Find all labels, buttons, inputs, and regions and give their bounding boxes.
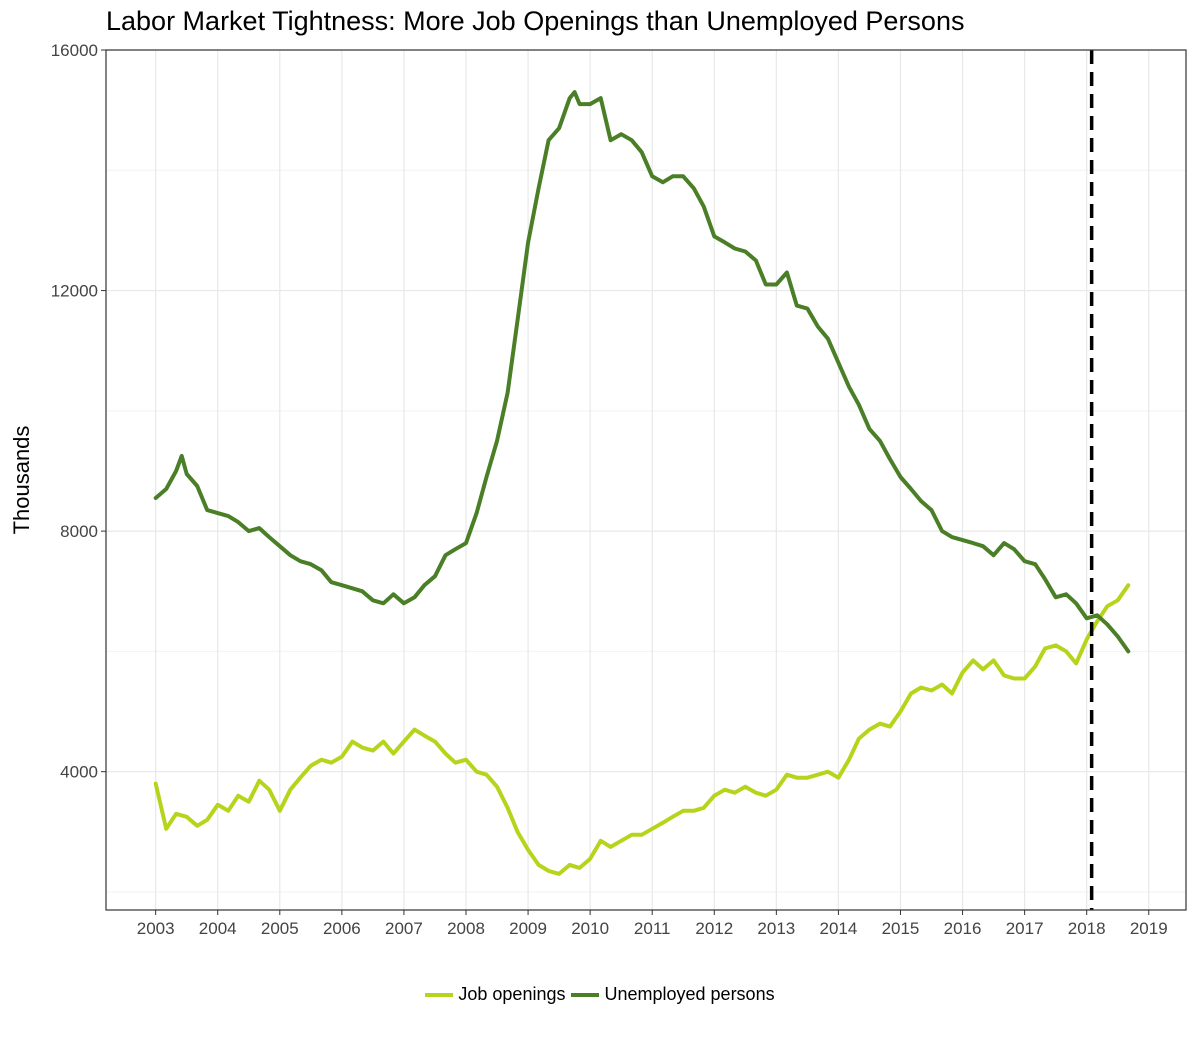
x-tick-label: 2006 — [323, 919, 361, 938]
x-tick-label: 2004 — [199, 919, 237, 938]
chart-title: Labor Market Tightness: More Job Opening… — [106, 6, 965, 36]
x-tick-label: 2013 — [757, 919, 795, 938]
legend-swatch-job-openings — [425, 992, 454, 997]
legend-label-unemployed-persons: Unemployed persons — [604, 984, 775, 1004]
y-tick-label: 4000 — [60, 763, 98, 782]
y-tick-label: 12000 — [51, 282, 98, 301]
legend-swatch-unemployed-persons — [571, 992, 600, 997]
legend: Job openings Unemployed persons — [0, 984, 1200, 1005]
y-tick-label: 8000 — [60, 522, 98, 541]
legend-item-unemployed-persons: Unemployed persons — [571, 984, 775, 1005]
series-line-job-openings — [153, 583, 1131, 876]
x-tick-label: 2017 — [1006, 919, 1044, 938]
major-grid — [106, 49, 1186, 910]
series-line-unemployed-persons — [153, 90, 1131, 654]
x-tick-label: 2015 — [882, 919, 920, 938]
x-tick-labels: 2003 2004 2005 2006 2007 2008 2009 2010 2011 2012… — [137, 919, 1168, 938]
x-tick-label: 2014 — [819, 919, 857, 938]
x-tick-label: 2018 — [1068, 919, 1106, 938]
legend-label-job-openings: Job openings — [458, 984, 566, 1004]
x-tick-label: 2012 — [695, 919, 733, 938]
minor-grid — [106, 169, 1186, 893]
y-tick-labels: 4000 8000 12000 16000 — [51, 41, 98, 782]
x-tick-label: 2019 — [1130, 919, 1168, 938]
x-tick-label: 2011 — [634, 919, 671, 938]
y-tick-label: 16000 — [51, 41, 98, 60]
x-tick-label: 2003 — [137, 919, 175, 938]
x-tick-label: 2009 — [509, 919, 547, 938]
x-tick-label: 2007 — [385, 919, 423, 938]
x-tick-label: 2005 — [261, 919, 299, 938]
plot-panel — [106, 50, 1186, 910]
x-tick-label: 2008 — [447, 919, 485, 938]
series-layer — [153, 90, 1131, 876]
axis-ticks — [101, 49, 1150, 915]
x-tick-label: 2016 — [944, 919, 982, 938]
x-tick-label: 2010 — [571, 919, 609, 938]
plot-border — [105, 49, 1187, 911]
legend-item-job-openings: Job openings — [425, 984, 565, 1005]
